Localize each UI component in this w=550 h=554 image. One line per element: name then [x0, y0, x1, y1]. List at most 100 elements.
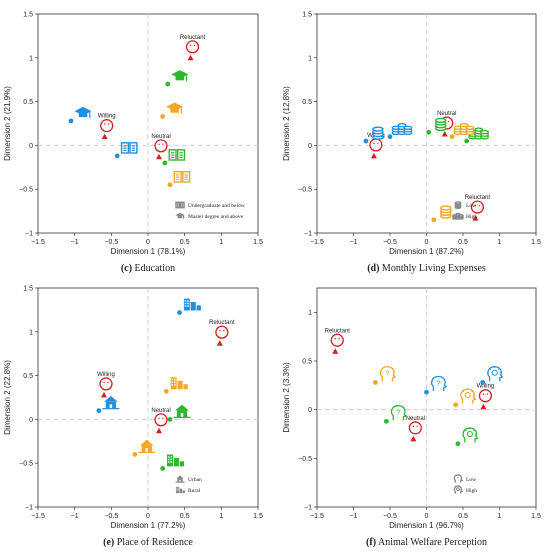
face-icon	[154, 413, 168, 427]
point-neutral	[156, 427, 162, 434]
point-marker	[453, 402, 459, 408]
cap-icon	[175, 212, 185, 219]
y-axis-title: Dimension 2 (22.8%)	[3, 360, 12, 435]
face-icon	[99, 377, 113, 391]
y-axis-title: Dimension 2 (3.3%)	[282, 362, 291, 433]
y-tick-label: 0	[308, 143, 312, 150]
point-marker	[373, 380, 378, 385]
svg-text:?: ?	[436, 378, 440, 387]
point-marker	[383, 418, 389, 424]
point-marker	[96, 408, 102, 414]
point-reluctant	[187, 54, 194, 61]
headbulb-icon	[462, 427, 479, 443]
legend-label: Master degree and above	[188, 214, 244, 220]
y-tick-label: 0.5	[302, 359, 312, 366]
point-marker	[449, 134, 455, 140]
point-neutral	[410, 435, 417, 442]
x-tick-label: −1.5	[31, 513, 45, 520]
panel-d: −1.5 −1 −0.5 0 0.5 1 1.5−1−0.500.511.5Dimensio…	[282, 12, 541, 275]
cap-icon	[171, 70, 189, 82]
legend-label: Rural	[188, 488, 201, 494]
caption-text: Monthly Living Expenses	[379, 263, 485, 274]
coins-icon	[439, 205, 452, 219]
x-tick-label: 0	[146, 239, 150, 246]
x-tick-label: −0.5	[104, 239, 118, 246]
point-reluctant	[472, 215, 479, 221]
x-tick-label: 1	[219, 239, 223, 246]
house-icon	[173, 404, 191, 418]
y-tick-label: 1	[308, 310, 312, 317]
point-reluctant	[332, 348, 339, 354]
point-marker	[455, 441, 461, 447]
point-marker	[464, 138, 470, 144]
point-label-reluctant: Reluctant	[465, 195, 491, 201]
book-icon	[175, 201, 185, 209]
x-tick-label: 1.5	[531, 239, 541, 246]
point-willing	[101, 391, 107, 398]
x-tick-label: 1	[498, 239, 502, 246]
headq-icon: ?	[431, 375, 448, 391]
y-tick-label: 1	[29, 55, 33, 62]
headbulb-icon	[460, 388, 477, 404]
building-icon	[183, 298, 201, 311]
book-icon	[120, 142, 138, 154]
panel-caption: (c) Education	[121, 263, 175, 274]
x-tick-label: 1	[219, 513, 223, 520]
x-tick-label: 1.5	[531, 513, 541, 520]
panel-caption: (d) Monthly Living Expenses	[367, 263, 486, 274]
point-marker	[167, 182, 173, 188]
headq-icon: ?	[379, 366, 397, 382]
point-reluctant	[216, 340, 223, 346]
y-tick-label: −0.5	[298, 187, 312, 194]
headq-icon: ?	[453, 474, 464, 483]
point-willing	[480, 403, 487, 410]
x-tick-label: 1.5	[253, 239, 263, 246]
point-willing	[370, 152, 377, 159]
x-tick-label: 0.5	[458, 239, 468, 246]
panel-caption: (e) Place of Residence	[103, 537, 193, 548]
coins-icon	[372, 126, 384, 140]
x-tick-label: 0	[146, 513, 150, 520]
legend-label: Urban	[188, 477, 202, 483]
x-tick-label: −1.5	[310, 513, 324, 520]
point-marker	[167, 417, 173, 422]
point-marker	[163, 388, 169, 394]
x-axis-title: Dimension 1 (77.2%)	[111, 521, 186, 530]
legend-label: Low	[466, 477, 476, 483]
y-tick-label: 0.5	[23, 99, 33, 106]
y-tick-label: 1.5	[302, 12, 312, 19]
x-axis-title: Dimension 1 (96.7%)	[389, 521, 464, 530]
coins-icon	[454, 201, 462, 209]
coinstack-icon	[391, 123, 413, 136]
book-icon	[173, 171, 191, 183]
coins-icon	[434, 117, 447, 132]
point-marker	[363, 138, 369, 144]
point-marker	[424, 389, 429, 395]
caption-letter: (e)	[103, 537, 114, 548]
building-icon	[170, 377, 188, 390]
x-axis-title: Dimension 1 (87.2%)	[389, 247, 464, 256]
face-icon	[330, 333, 344, 347]
legend-label: Undergraduate and below	[188, 203, 245, 209]
x-tick-label: −1	[71, 239, 79, 246]
face-icon	[408, 421, 422, 435]
y-tick-label: −1	[304, 231, 312, 238]
x-axis-title: Dimension 1 (78.1%)	[111, 247, 186, 256]
cap-icon	[166, 102, 184, 114]
y-tick-label: −0.5	[19, 187, 33, 194]
point-label-reluctant: Reluctant	[180, 35, 206, 41]
face-icon	[215, 325, 229, 339]
caption-text: Animal Welfare Perception	[376, 537, 487, 548]
x-tick-label: −0.5	[383, 239, 397, 246]
x-tick-label: 1.5	[253, 513, 263, 520]
point-label-reluctant: Reluctant	[209, 320, 235, 326]
svg-text:?: ?	[457, 476, 460, 481]
panel-caption: (f) Animal Welfare Perception	[366, 537, 487, 548]
point-willing	[101, 133, 108, 140]
headbulb-icon	[453, 485, 464, 494]
caption-letter: (d)	[367, 263, 379, 274]
point-marker	[162, 160, 168, 166]
point-marker	[165, 81, 171, 87]
